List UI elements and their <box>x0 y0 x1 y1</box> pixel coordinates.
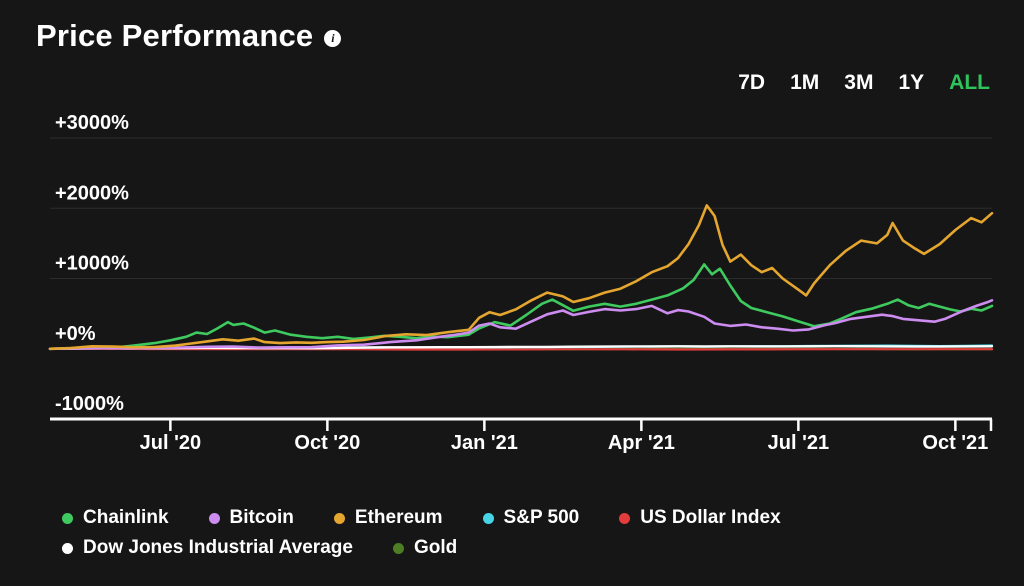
legend-dot <box>392 542 404 554</box>
legend-dot <box>62 512 73 524</box>
legend-item-gold[interactable]: Gold <box>392 537 458 559</box>
legend-label: Ethereum <box>354 507 443 528</box>
y-tick-label: +2000% <box>55 182 129 204</box>
legend-item-s-p-500[interactable]: S&P 500 <box>482 507 580 529</box>
legend-item-us-dollar-index[interactable]: US Dollar Index <box>619 507 781 529</box>
legend-row: Dow Jones Industrial Average Gold <box>62 537 781 559</box>
range-option-7d[interactable]: 7D <box>738 71 766 94</box>
range-option-3m[interactable]: 3M <box>844 71 874 94</box>
y-tick-label: -1000% <box>55 393 124 415</box>
legend-dot <box>208 512 220 524</box>
chart-legend: Chainlink Bitcoin Ethereum S&P 500 US Dollar… <box>62 507 781 559</box>
legend-dot <box>62 542 73 554</box>
legend-item-ethereum[interactable]: Ethereum <box>333 507 443 529</box>
x-tick-label: Oct '20 <box>294 432 360 454</box>
legend-dot <box>482 512 494 524</box>
series-line-bitcoin <box>48 299 994 351</box>
x-tick-label: Oct '21 <box>922 432 988 454</box>
range-option-all[interactable]: ALL <box>949 71 990 94</box>
y-tick-label: +0% <box>55 323 96 345</box>
x-tick-label: Jul '20 <box>140 432 201 454</box>
legend-label: S&P 500 <box>503 507 580 528</box>
legend-label: US Dollar Index <box>640 507 781 528</box>
series-line-chainlink <box>48 263 994 351</box>
y-tick-label: +3000% <box>55 112 129 134</box>
legend-label: Gold <box>413 537 458 558</box>
price-performance-chart[interactable]: +3000% +2000% +1000% +0% -1000% Jul '20 Oct '2… <box>0 0 1024 470</box>
legend-dot <box>619 512 631 524</box>
page-title: Price Performance <box>36 18 314 53</box>
legend-label: Dow Jones Industrial Average <box>83 537 353 558</box>
chart-header: Price Performance i <box>36 18 342 54</box>
legend-item-bitcoin[interactable]: Bitcoin <box>208 507 294 529</box>
x-tick-label: Jul '21 <box>768 432 829 454</box>
range-option-1m[interactable]: 1M <box>790 71 820 94</box>
x-tick-label: Jan '21 <box>451 432 518 454</box>
legend-row: Chainlink Bitcoin Ethereum S&P 500 US Dollar… <box>62 507 781 529</box>
series-line-ethereum <box>48 204 994 351</box>
legend-label: Chainlink <box>83 507 169 528</box>
series-line-us-dollar-index <box>48 347 994 351</box>
range-option-1y[interactable]: 1Y <box>898 71 925 94</box>
legend-item-dow-jones-industrial-average[interactable]: Dow Jones Industrial Average <box>62 537 353 559</box>
y-tick-label: +1000% <box>55 253 129 275</box>
legend-item-chainlink[interactable]: Chainlink <box>62 507 169 529</box>
x-tick-label: Apr '21 <box>608 432 675 454</box>
range-selector: 7D 1M 3M 1Y ALL <box>738 71 990 95</box>
info-icon[interactable]: i <box>324 30 342 47</box>
legend-label: Bitcoin <box>229 507 294 528</box>
legend-dot <box>333 512 345 524</box>
